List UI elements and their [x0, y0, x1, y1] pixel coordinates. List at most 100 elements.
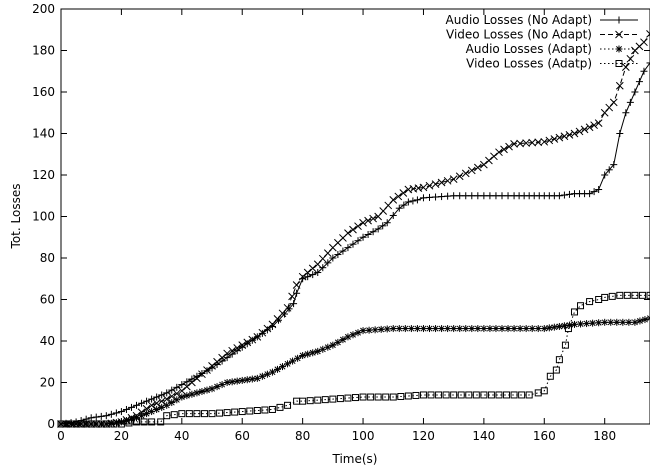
data-point	[167, 392, 176, 401]
data-point	[412, 391, 420, 399]
data-point	[427, 391, 435, 399]
data-point	[208, 362, 216, 370]
data-point	[480, 192, 488, 200]
data-point	[595, 319, 603, 327]
data-point	[172, 389, 181, 398]
legend-marker	[615, 60, 623, 67]
data-point	[522, 139, 531, 147]
data-point	[498, 325, 506, 333]
data-point	[461, 169, 470, 178]
data-point	[168, 399, 176, 407]
data-point	[198, 387, 206, 395]
y-tick-label: 60	[40, 293, 55, 307]
data-point	[456, 192, 464, 200]
data-point	[344, 394, 352, 402]
data-point	[609, 98, 618, 107]
data-point	[288, 292, 296, 301]
data-point	[601, 171, 609, 179]
data-point	[208, 410, 216, 418]
data-point	[641, 316, 649, 324]
data-point	[238, 341, 247, 350]
data-point	[339, 336, 347, 344]
data-point	[580, 125, 589, 134]
data-point	[555, 133, 564, 142]
data-point	[616, 291, 624, 299]
data-point	[409, 197, 417, 205]
data-point	[561, 341, 569, 349]
data-point	[122, 405, 130, 413]
data-point	[339, 247, 347, 255]
data-point	[575, 127, 584, 136]
data-point	[450, 192, 458, 200]
data-point	[404, 198, 412, 206]
data-point	[349, 240, 357, 248]
data-point	[586, 190, 594, 198]
data-point	[213, 357, 221, 366]
data-point	[487, 391, 495, 399]
data-point	[293, 289, 301, 297]
data-point	[223, 354, 231, 362]
data-point	[168, 386, 176, 394]
data-point	[309, 349, 317, 357]
data-point	[133, 401, 141, 409]
data-point	[374, 225, 382, 233]
data-point	[570, 129, 579, 138]
data-point	[153, 393, 161, 401]
data-point	[438, 193, 446, 201]
data-point	[152, 399, 161, 408]
data-point	[457, 391, 465, 399]
data-point	[243, 340, 251, 348]
data-point	[607, 318, 615, 326]
data-point	[626, 54, 635, 63]
data-point	[419, 194, 427, 202]
data-point	[183, 382, 191, 391]
data-point	[518, 391, 526, 399]
data-point	[87, 414, 95, 422]
data-point	[640, 67, 648, 75]
data-point	[228, 346, 237, 355]
data-point	[97, 412, 105, 420]
data-point	[555, 322, 563, 330]
data-point	[336, 395, 344, 403]
data-point	[329, 395, 337, 403]
axis-ticks: 0 20 40 60 80 100 120 140 160 180 0 20 40 60 80 100 120 1…	[32, 2, 650, 443]
data-point	[87, 420, 95, 428]
data-point	[364, 230, 372, 238]
data-point	[383, 219, 391, 227]
y-tick-label: 140	[32, 127, 55, 141]
data-point	[112, 409, 120, 417]
data-point	[377, 325, 385, 333]
data-point	[601, 293, 609, 301]
data-point	[263, 324, 272, 333]
legend-label: Audio Losses (No Adapt)	[446, 13, 592, 27]
data-point	[437, 178, 446, 187]
data-point	[545, 136, 554, 145]
data-point	[178, 393, 186, 401]
data-point	[407, 325, 415, 333]
data-point	[365, 326, 373, 334]
y-tick-label: 200	[32, 2, 55, 16]
data-point	[233, 344, 242, 352]
data-point	[610, 161, 618, 169]
data-point	[314, 269, 322, 277]
data-point	[432, 325, 440, 333]
data-point	[468, 192, 476, 200]
data-point	[625, 318, 633, 326]
data-point	[397, 393, 405, 401]
data-point	[157, 397, 166, 406]
data-point	[413, 196, 421, 204]
data-point	[163, 401, 171, 409]
data-point	[577, 320, 585, 328]
data-point	[185, 410, 193, 418]
data-point	[233, 377, 241, 385]
data-point	[560, 191, 568, 199]
data-point	[585, 123, 594, 132]
data-point	[228, 350, 236, 358]
data-point	[450, 325, 458, 333]
data-point	[364, 216, 372, 225]
data-point	[253, 332, 262, 341]
y-tick-label: 40	[40, 334, 55, 348]
data-point	[468, 325, 476, 333]
data-point	[413, 325, 421, 333]
data-point	[472, 391, 480, 399]
